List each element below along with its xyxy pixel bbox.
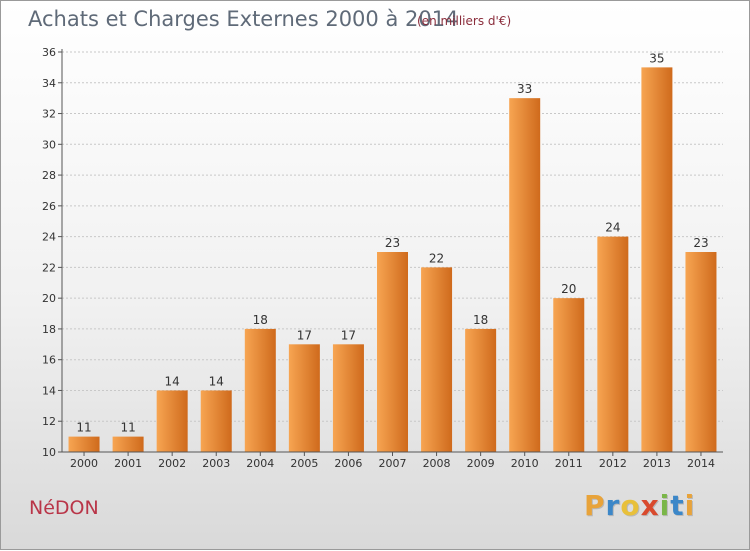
bar-2007 — [377, 252, 408, 452]
bar-value-label: 17 — [297, 328, 312, 342]
bar-value-label: 11 — [120, 421, 135, 435]
bar-value-label: 17 — [341, 328, 356, 342]
y-tick-label: 28 — [42, 169, 56, 182]
y-tick-label: 26 — [42, 200, 56, 213]
bar-value-label: 35 — [649, 51, 664, 65]
y-tick-label: 18 — [42, 323, 56, 336]
x-tick-label: 2002 — [158, 457, 186, 470]
logo-letter: r — [605, 489, 621, 522]
logo-letter: o — [620, 489, 641, 522]
bar-2011 — [553, 298, 585, 452]
bar-value-label: 23 — [385, 236, 400, 250]
x-tick-label: 2013 — [643, 457, 671, 470]
y-tick-label: 20 — [42, 292, 56, 305]
bar-2010 — [509, 98, 541, 453]
bar-2006 — [332, 344, 364, 452]
bar-2001 — [112, 436, 144, 452]
bar-2003 — [200, 390, 232, 452]
x-tick-label: 2003 — [202, 457, 230, 470]
y-tick-label: 22 — [42, 261, 56, 274]
logo-letter: i — [659, 489, 671, 522]
x-tick-label: 2005 — [290, 457, 318, 470]
x-tick-label: 2014 — [687, 457, 715, 470]
bar-value-label: 14 — [165, 374, 180, 388]
bar-value-label: 20 — [561, 282, 576, 296]
chart-title: Achats et Charges Externes 2000 à 2014 — [28, 7, 459, 31]
x-tick-label: 2000 — [70, 457, 98, 470]
x-tick-label: 2006 — [334, 457, 362, 470]
logo-letter: t — [670, 489, 685, 522]
bar-value-label: 11 — [76, 421, 91, 435]
axes: 10 12 14 16 18 20 22 24 26 28 30 32 34 36 2000 2001 2002… — [42, 46, 723, 470]
logo-letter: P — [584, 489, 606, 522]
bar-value-label: 18 — [253, 313, 268, 327]
logo-letter: i — [684, 489, 696, 522]
x-tick-label: 2001 — [114, 457, 142, 470]
y-tick-label: 16 — [42, 354, 56, 367]
chart-unit: (en milliers d'€) — [417, 14, 512, 28]
y-tick-label: 30 — [42, 138, 56, 151]
x-tick-label: 2010 — [511, 457, 539, 470]
bars: 11 11 14 14 18 17 17 23 22 18 33 20 24 35 23 — [68, 51, 717, 453]
bar-2012 — [597, 236, 629, 452]
y-tick-label: 10 — [42, 446, 56, 459]
logo-letter: x — [640, 489, 660, 522]
bar-2009 — [465, 328, 497, 452]
city-name: NéDON — [29, 497, 99, 519]
proxiti-logo[interactable]: Proxiti — [584, 489, 695, 522]
bar-2002 — [156, 390, 188, 452]
bar-2008 — [421, 267, 453, 452]
x-tick-label: 2012 — [599, 457, 627, 470]
bar-2000 — [68, 436, 100, 452]
bar-2014 — [685, 252, 717, 452]
bar-value-label: 33 — [517, 82, 532, 96]
bar-2005 — [288, 344, 320, 452]
bar-2004 — [244, 328, 276, 452]
bar-value-label: 24 — [605, 221, 620, 235]
y-tick-label: 36 — [42, 46, 56, 59]
bar-value-label: 18 — [473, 313, 488, 327]
x-tick-label: 2009 — [467, 457, 495, 470]
x-tick-label: 2004 — [246, 457, 274, 470]
bar-2013 — [641, 67, 673, 452]
x-tick-label: 2008 — [423, 457, 451, 470]
bar-value-label: 22 — [429, 251, 444, 265]
bar-value-label: 23 — [693, 236, 708, 250]
y-tick-label: 32 — [42, 108, 56, 121]
y-tick-label: 34 — [42, 77, 56, 90]
y-tick-label: 14 — [42, 384, 56, 397]
y-tick-label: 12 — [42, 415, 56, 428]
y-tick-label: 24 — [42, 231, 56, 244]
x-tick-label: 2007 — [379, 457, 407, 470]
bar-value-label: 14 — [209, 374, 224, 388]
x-tick-label: 2011 — [555, 457, 583, 470]
